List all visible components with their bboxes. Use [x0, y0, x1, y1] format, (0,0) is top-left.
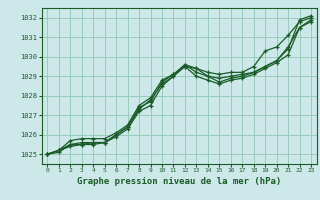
X-axis label: Graphe pression niveau de la mer (hPa): Graphe pression niveau de la mer (hPa)	[77, 177, 281, 186]
